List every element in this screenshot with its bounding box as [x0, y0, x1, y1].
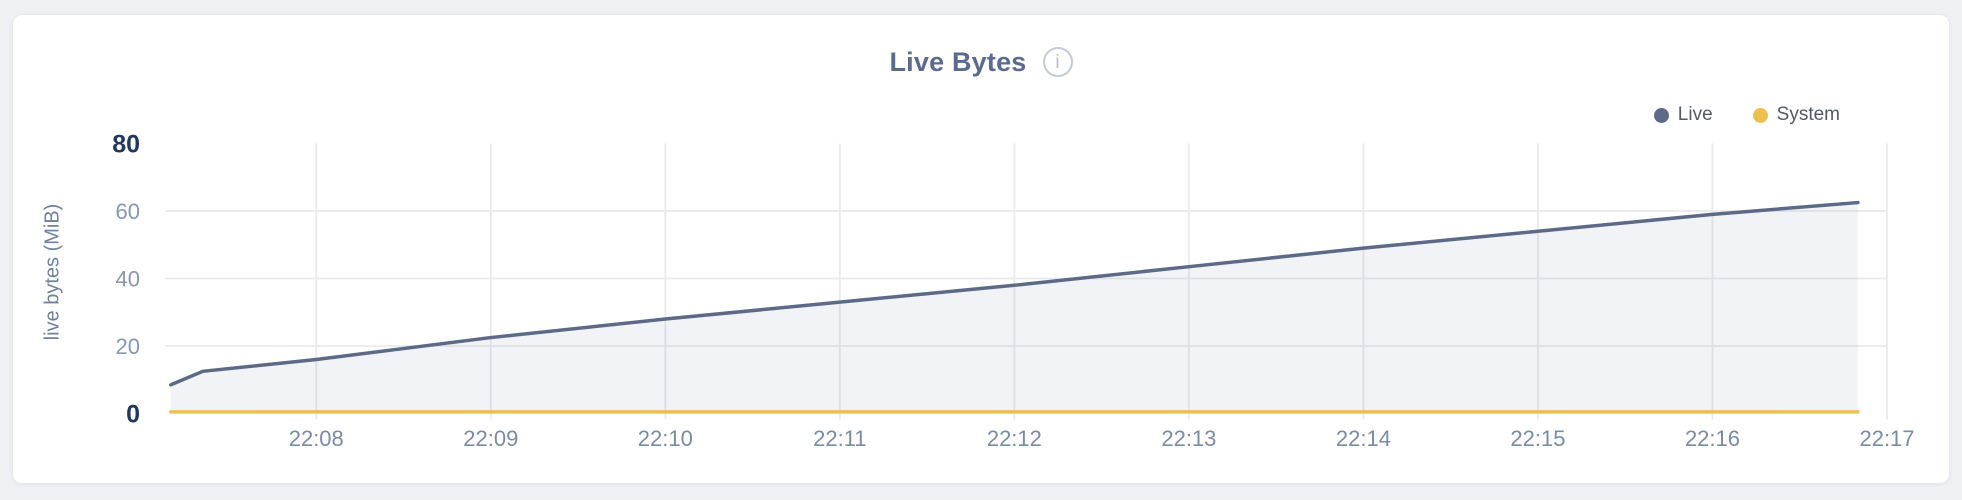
- legend: Live System: [1653, 102, 1840, 128]
- legend-label: Live: [1677, 104, 1713, 125]
- legend-dot-live: [1653, 107, 1669, 123]
- chart-card: [12, 14, 1950, 484]
- info-icon[interactable]: i: [1042, 47, 1073, 77]
- legend-label: System: [1776, 104, 1840, 125]
- legend-item-system[interactable]: System: [1752, 104, 1840, 126]
- legend-item-live[interactable]: Live: [1653, 104, 1713, 126]
- legend-dot-system: [1752, 107, 1768, 123]
- chart-header: Live Bytes i: [0, 44, 1962, 80]
- chart-title: Live Bytes: [889, 46, 1027, 77]
- y-axis-title: live bytes (MiB): [41, 203, 64, 341]
- info-icon-glyph: i: [1055, 51, 1060, 73]
